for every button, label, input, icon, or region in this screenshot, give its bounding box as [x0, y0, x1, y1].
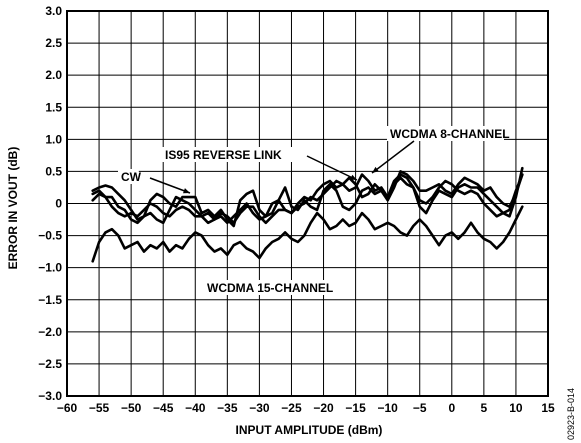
annotation-label: CW: [121, 170, 142, 184]
figure-code: 02923-B-014: [566, 388, 576, 440]
x-tick-labels: −60 −55 −50 −45 −40 −35 −30 −25 −20 −15 −10 −5 0 5 10 1…: [57, 401, 555, 415]
y-tick-label: −2.0: [38, 325, 62, 339]
y-tick-label: −2.5: [38, 357, 62, 371]
x-tick-label: −40: [185, 401, 206, 415]
series-line-3: [91, 173, 524, 225]
y-tick-label: 2.0: [45, 68, 62, 82]
annotations: WCDMA 8-CHANNEL IS95 REVERSE LINK CW WCDMA …: [118, 126, 510, 295]
annotation-label: WCDMA 8-CHANNEL: [390, 127, 510, 141]
y-tick-label: −0.5: [38, 229, 62, 243]
x-tick-label: −15: [345, 401, 366, 415]
annotation-bg: [118, 169, 139, 184]
y-axis-title: ERROR IN VOUT (dB): [6, 147, 20, 270]
y-tick-label: 2.5: [45, 36, 62, 50]
x-tick-label: −50: [121, 401, 142, 415]
annotation-arrowhead: [183, 188, 190, 194]
series-lines: [91, 166, 524, 263]
series-line-4: [91, 205, 524, 263]
x-axis-title: INPUT AMPLITUDE (dBm): [236, 423, 383, 437]
x-tick-label: −60: [57, 401, 78, 415]
annotation-arrowhead: [372, 166, 379, 173]
x-tick-label: 10: [509, 401, 523, 415]
y-tick-label: −3.0: [38, 389, 62, 403]
y-tick-label: 0: [55, 197, 62, 211]
annotation-label: IS95 REVERSE LINK: [165, 148, 282, 162]
plot-border: [66, 10, 549, 397]
x-tick-label: −45: [153, 401, 174, 415]
y-tick-label: 1.5: [45, 100, 62, 114]
annotation-arrowhead: [350, 174, 357, 180]
x-tick-label: 5: [481, 401, 488, 415]
x-tick-label: −35: [217, 401, 238, 415]
annotation-arrow: [306, 155, 358, 181]
x-tick-label: −10: [377, 401, 398, 415]
y-tick-label: 1.0: [45, 132, 62, 146]
series-line-2: [91, 170, 524, 225]
annotation-label: WCDMA 15-CHANNEL: [207, 281, 333, 295]
x-tick-label: −20: [313, 401, 334, 415]
y-tick-label: −1.5: [38, 293, 62, 307]
annotation-bg: [387, 126, 504, 141]
series-line-1: [91, 166, 524, 228]
y-tick-labels: 3.0 2.5 2.0 1.5 1.0 0.5 0 −0.5 −1.0 −1.5 −2.0 −2.5 −…: [38, 4, 62, 403]
x-tick-label: −25: [281, 401, 302, 415]
annotation-bg: [162, 147, 294, 162]
y-tick-label: 0.5: [45, 164, 62, 178]
y-tick-label: −1.0: [38, 261, 62, 275]
x-tick-label: −30: [249, 401, 270, 415]
plot-frame: [66, 10, 549, 397]
annotation-bg: [204, 280, 329, 295]
y-tick-label: 3.0: [45, 4, 62, 18]
annotation-arrow: [149, 177, 191, 194]
x-tick-label: −5: [413, 401, 427, 415]
x-tick-label: −55: [89, 401, 110, 415]
x-tick-label: 15: [541, 401, 555, 415]
x-tick-label: 0: [448, 401, 455, 415]
annotation-arrow: [371, 140, 415, 174]
